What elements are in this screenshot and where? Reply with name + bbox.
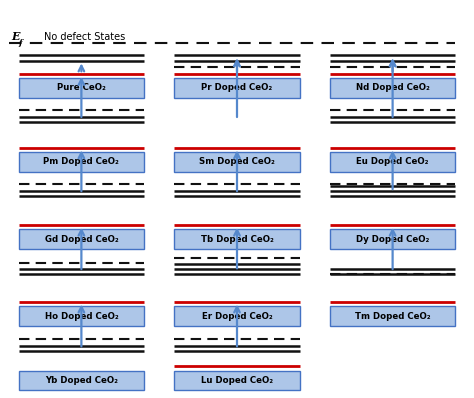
Text: Lu Doped CeO₂: Lu Doped CeO₂ <box>201 376 273 385</box>
FancyBboxPatch shape <box>18 371 144 390</box>
FancyBboxPatch shape <box>330 306 456 326</box>
FancyBboxPatch shape <box>174 78 300 98</box>
Text: Nd Doped CeO₂: Nd Doped CeO₂ <box>356 83 429 92</box>
FancyBboxPatch shape <box>330 229 456 249</box>
FancyBboxPatch shape <box>174 306 300 326</box>
FancyBboxPatch shape <box>18 229 144 249</box>
Text: Pr Doped CeO₂: Pr Doped CeO₂ <box>201 83 273 92</box>
FancyBboxPatch shape <box>18 78 144 98</box>
Text: E: E <box>12 31 20 42</box>
FancyBboxPatch shape <box>18 152 144 172</box>
Text: Sm Doped CeO₂: Sm Doped CeO₂ <box>199 158 275 166</box>
Text: f: f <box>18 39 22 47</box>
FancyBboxPatch shape <box>174 229 300 249</box>
Text: Tb Doped CeO₂: Tb Doped CeO₂ <box>201 235 273 244</box>
Text: No defect States: No defect States <box>44 32 126 42</box>
Text: Pm Doped CeO₂: Pm Doped CeO₂ <box>44 158 119 166</box>
Text: Dy Doped CeO₂: Dy Doped CeO₂ <box>356 235 429 244</box>
Text: Tm Doped CeO₂: Tm Doped CeO₂ <box>355 312 430 320</box>
FancyBboxPatch shape <box>330 152 456 172</box>
Text: Er Doped CeO₂: Er Doped CeO₂ <box>201 312 273 320</box>
Text: Eu Doped CeO₂: Eu Doped CeO₂ <box>356 158 429 166</box>
Text: Yb Doped CeO₂: Yb Doped CeO₂ <box>45 376 118 385</box>
FancyBboxPatch shape <box>174 152 300 172</box>
FancyBboxPatch shape <box>330 78 456 98</box>
Text: Ho Doped CeO₂: Ho Doped CeO₂ <box>45 312 118 320</box>
Text: Gd Doped CeO₂: Gd Doped CeO₂ <box>45 235 118 244</box>
FancyBboxPatch shape <box>174 371 300 390</box>
Text: Pure CeO₂: Pure CeO₂ <box>57 83 106 92</box>
FancyBboxPatch shape <box>18 306 144 326</box>
